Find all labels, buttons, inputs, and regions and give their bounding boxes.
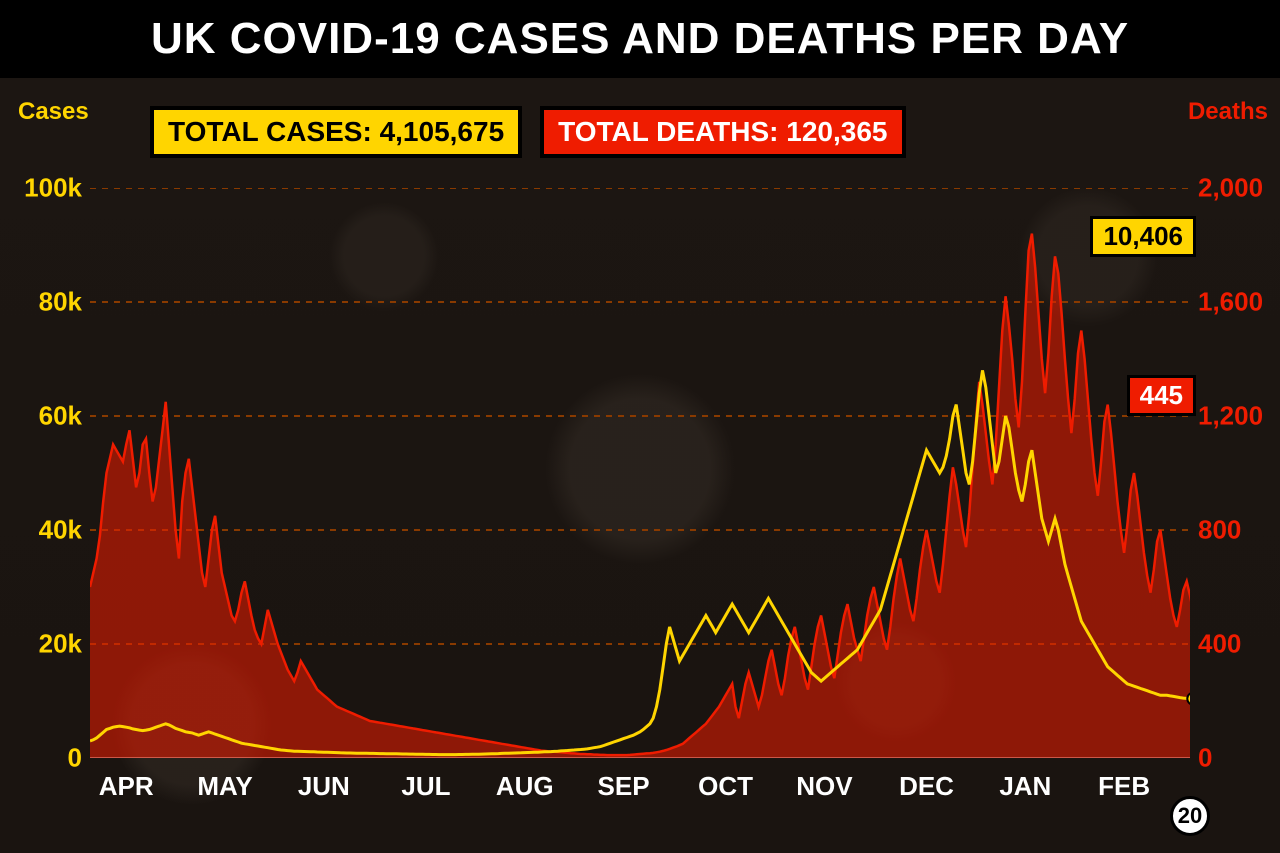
- y-left-tick: 20k: [2, 629, 82, 660]
- x-tick: APR: [99, 771, 154, 802]
- x-tick: FEB: [1098, 771, 1150, 802]
- day-marker: 20: [1170, 796, 1210, 836]
- y-left-tick: 60k: [2, 401, 82, 432]
- y-right-tick: 1,200: [1198, 401, 1278, 432]
- y-left-tick: 80k: [2, 287, 82, 318]
- x-tick: JUN: [298, 771, 350, 802]
- chart-svg: [90, 188, 1190, 758]
- x-tick: MAY: [197, 771, 252, 802]
- y-right-tick: 800: [1198, 515, 1278, 546]
- y-left-tick: 40k: [2, 515, 82, 546]
- deaths-latest-callout: 445: [1127, 375, 1196, 416]
- plot-region: 020k40k60k80k100k04008001,2001,6002,000A…: [90, 188, 1190, 758]
- x-tick: AUG: [496, 771, 554, 802]
- x-tick: SEP: [598, 771, 650, 802]
- x-tick: DEC: [899, 771, 954, 802]
- y-axis-left-title: Cases: [18, 98, 89, 126]
- y-left-tick: 0: [2, 743, 82, 774]
- cases-latest-callout: 10,406: [1090, 216, 1196, 257]
- summary-badges: TOTAL CASES: 4,105,675 TOTAL DEATHS: 120…: [150, 106, 906, 158]
- total-deaths-badge: TOTAL DEATHS: 120,365: [540, 106, 905, 158]
- total-cases-badge: TOTAL CASES: 4,105,675: [150, 106, 522, 158]
- y-right-tick: 0: [1198, 743, 1278, 774]
- chart-area: Cases Deaths TOTAL CASES: 4,105,675 TOTA…: [0, 78, 1280, 853]
- y-right-tick: 1,600: [1198, 287, 1278, 318]
- chart-title: UK COVID-19 CASES AND DEATHS PER DAY: [151, 14, 1129, 64]
- x-tick: JUL: [401, 771, 450, 802]
- y-axis-right-title: Deaths: [1188, 98, 1268, 126]
- x-tick: OCT: [698, 771, 753, 802]
- y-right-tick: 400: [1198, 629, 1278, 660]
- x-tick: NOV: [796, 771, 852, 802]
- x-tick: JAN: [999, 771, 1051, 802]
- title-bar: UK COVID-19 CASES AND DEATHS PER DAY: [0, 0, 1280, 78]
- y-left-tick: 100k: [2, 173, 82, 204]
- y-right-tick: 2,000: [1198, 173, 1278, 204]
